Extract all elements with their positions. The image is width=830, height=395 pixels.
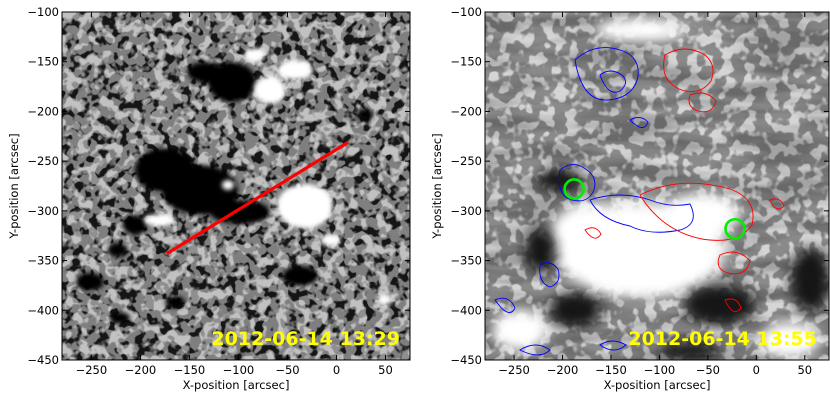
x-tick-label: −100 [644, 363, 676, 377]
x-tick-label: −150 [595, 363, 627, 377]
x-tick-label: −50 [275, 363, 299, 377]
y-tick-label: −450 [27, 353, 59, 367]
magnetogram-panel: 2012-06-14 13:29 −250 −200 −150 −100 −50 0 50−… [7, 5, 411, 392]
x-axis-label: X-position [arcsec] [604, 378, 711, 392]
x-tick-label: −200 [547, 363, 579, 377]
y-tick-label: −350 [27, 254, 59, 268]
y-tick-label: −100 [27, 5, 59, 19]
y-tick-label: −250 [450, 154, 482, 168]
y-tick-label: −200 [450, 104, 482, 118]
x-tick-label: 50 [378, 363, 393, 377]
x-tick-label: 50 [797, 363, 812, 377]
x-tick-label: −100 [223, 363, 255, 377]
positive-contours [584, 48, 785, 313]
marker-circle-2 [724, 217, 746, 240]
y-tick-label: −150 [450, 55, 482, 69]
slit-line [166, 140, 350, 255]
x-tick-label: −250 [498, 363, 530, 377]
magnetogram-image [62, 12, 410, 360]
y-tick-label: −400 [450, 303, 482, 317]
axes-ticks: −250 −200 −150 −100 −50 0 50 −100 −150 −200 −250 −3… [27, 5, 410, 377]
y-tick-label: −150 [27, 55, 59, 69]
x-axis-label: X-position [arcsec] [183, 378, 290, 392]
x-tick-label: −150 [174, 363, 206, 377]
y-tick-label: −400 [27, 303, 59, 317]
y-tick-label: −300 [27, 204, 59, 218]
x-tick-label: −200 [125, 363, 157, 377]
euv-image [485, 12, 829, 360]
x-tick-label: 0 [753, 363, 760, 377]
x-tick-label: −50 [696, 363, 720, 377]
x-tick-label: −250 [76, 363, 108, 377]
y-tick-label: −250 [27, 154, 59, 168]
y-tick-label: −450 [450, 353, 482, 367]
timestamp-label: 2012-06-14 13:29 [211, 328, 400, 350]
x-tick-label: 0 [333, 363, 340, 377]
y-axis-label: Y-position [arcsec] [430, 133, 444, 239]
y-tick-label: −350 [450, 254, 482, 268]
y-tick-label: −200 [27, 104, 59, 118]
euv-panel: 2012-06-14 13:55 −250 −200 −150 −100 −50 0 50−… [430, 5, 830, 392]
y-tick-label: −300 [450, 204, 482, 218]
marker-circle-1 [563, 178, 585, 200]
axes-ticks: −250 −200 −150 −100 −50 0 50 −100 −150 −200 −250 −3… [450, 5, 829, 377]
timestamp-label: 2012-06-14 13:55 [628, 328, 817, 350]
y-tick-label: −100 [450, 5, 482, 19]
y-axis-label: Y-position [arcsec] [7, 133, 21, 239]
negative-contours [494, 47, 694, 356]
